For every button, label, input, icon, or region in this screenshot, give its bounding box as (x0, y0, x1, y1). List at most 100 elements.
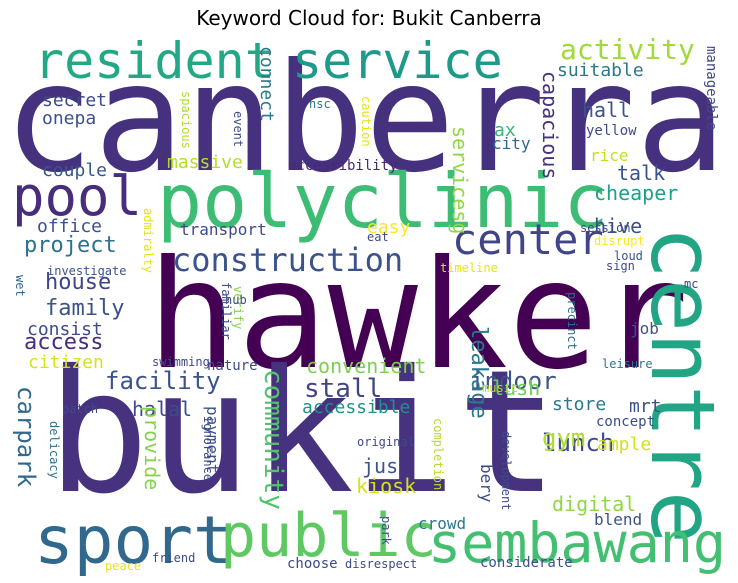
word-office: office (37, 216, 103, 237)
word-admiralty: admiralty (141, 208, 155, 274)
word-carpark: carpark (12, 386, 40, 488)
word-disrupt: disrupt (594, 234, 645, 248)
word-nsc: nsc (309, 97, 331, 111)
word-choose: choose (287, 556, 338, 572)
word-nature: nature (207, 358, 258, 374)
word-massive: massive (167, 152, 243, 173)
word-connect: connect (256, 46, 277, 122)
word-construction: construction (172, 241, 404, 279)
word-completion: completion (431, 418, 445, 491)
word-gym: gym (542, 424, 586, 452)
word-wet: wet (13, 275, 27, 297)
word-consist: consist (27, 319, 103, 340)
word-kiosk: kiosk (356, 474, 417, 498)
word-city: city (492, 134, 531, 153)
word-eat: eat (367, 230, 389, 244)
word-transport: transport (180, 220, 267, 239)
word-access: access (24, 330, 104, 355)
word-polyclinic: polyclinic (157, 157, 609, 245)
word-citizen: citizen (28, 352, 104, 373)
word-hall: hall (582, 98, 631, 122)
word-timeline: timeline (440, 261, 498, 275)
word-accessible: accessible (302, 397, 411, 418)
word-sport: sport (34, 502, 233, 576)
word-service: service (292, 36, 503, 90)
word-development: development (499, 431, 513, 511)
word-ax: ax (494, 120, 516, 141)
word-leakage: leakage (466, 326, 491, 419)
word-hub: hub (225, 293, 247, 307)
word-mrt: mrt (629, 396, 662, 417)
word-rice: rice (590, 146, 629, 165)
word-project: project (24, 233, 117, 258)
word-public: public (220, 501, 437, 571)
word-manageable: manageable (703, 46, 719, 131)
word-house: house (45, 270, 112, 295)
word-considerate: considerate (480, 555, 573, 571)
word-center: center (452, 215, 604, 264)
word-lunch: lunch (542, 429, 615, 457)
word-accessibility: accessibility (288, 158, 398, 174)
word-original: original (357, 435, 415, 449)
word-facility: facility (105, 367, 221, 395)
word-halal: halal (132, 397, 193, 421)
word-patch: patch (62, 402, 99, 416)
word-loud: loud (614, 249, 643, 263)
word-investigate: investigate (47, 264, 127, 278)
word-event: event (231, 111, 245, 148)
word-secret: secret (42, 90, 108, 111)
word-leisure: leisure (602, 357, 653, 371)
word-talk: talk (617, 161, 666, 185)
word-delicacy: delicacy (47, 421, 61, 479)
word-peace: peace (105, 559, 142, 573)
word-spacious: spacious (179, 91, 193, 149)
word-couple: couple (42, 160, 108, 181)
word-ignorance: ignorance (201, 416, 215, 482)
word-swimming: swimming (152, 355, 210, 369)
word-sembawang: sembawang (427, 511, 726, 575)
word-hive: hive (594, 214, 643, 238)
word-blend: blend (594, 510, 643, 529)
word-caution: caution (359, 96, 373, 147)
word-hawker: hawker (147, 229, 689, 403)
word-lush: lush (492, 376, 541, 400)
word-activity: activity (560, 36, 695, 66)
word-yellow: yellow (586, 123, 637, 139)
chart-title: Keyword Cloud for: Bukit Canberra (196, 6, 542, 30)
word-digital: digital (552, 492, 637, 516)
word-centre: centre (631, 226, 726, 544)
word-suitable: suitable (557, 60, 644, 81)
word-cheaper: cheaper (594, 181, 679, 205)
word-store: store (552, 394, 607, 415)
word-sign: sign (606, 259, 635, 273)
word-music: music (482, 381, 519, 395)
word-cloud: canberra hawker bukit centre polyclinic sport… (12, 36, 726, 576)
word-provide: provide (140, 406, 164, 491)
word-canberra: canberra (12, 36, 726, 206)
word-bery: bery (477, 464, 496, 503)
word-mc: mc (684, 277, 699, 291)
word-familiar: familiar (219, 282, 233, 340)
word-ample: ample (597, 434, 652, 455)
word-stall: stall (304, 374, 383, 404)
word-concept: concept (596, 414, 656, 430)
word-job: job (630, 319, 659, 338)
word-capacious: capacious (538, 71, 562, 180)
word-resident: resident (34, 36, 275, 90)
word-family: family (45, 296, 125, 321)
word-onepa: onepa (42, 108, 97, 129)
word-disrespect: disrespect (345, 557, 418, 571)
word-convenient: convenient (306, 354, 427, 378)
word-crowd: crowd (418, 514, 467, 533)
word-community: community (258, 369, 288, 510)
word-easy: easy (367, 217, 411, 238)
word-park: park (379, 516, 393, 545)
word-precinct: precinct (565, 292, 579, 350)
word-bukit: bukit (47, 334, 559, 532)
word-indoor: indoor (470, 367, 557, 395)
word-servicesg: servicesg (448, 126, 472, 235)
word-jus: jus (362, 454, 399, 478)
word-session: session (580, 221, 631, 235)
word-pool: pool (12, 165, 143, 228)
word-friend: friend (152, 551, 196, 565)
